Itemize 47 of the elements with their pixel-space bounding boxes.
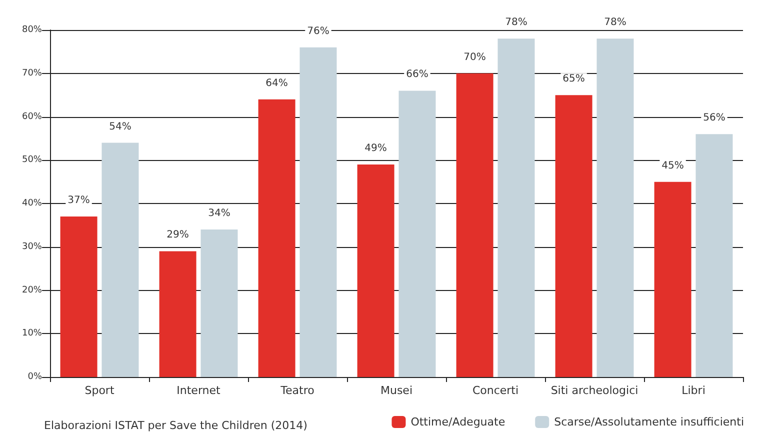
- data-label: 64%: [266, 78, 288, 89]
- bar: [456, 73, 494, 377]
- x-tick-label: Siti archeologici: [550, 384, 638, 397]
- data-label: 45%: [662, 160, 684, 172]
- bar: [498, 38, 535, 377]
- bar: [60, 216, 98, 377]
- data-label: 65%: [562, 74, 585, 85]
- bar: [300, 47, 337, 377]
- bar: [159, 251, 196, 377]
- y-tick-label: 70%: [22, 68, 42, 78]
- y-tick-label: 60%: [22, 112, 42, 122]
- data-label: 56%: [703, 112, 726, 124]
- bar: [555, 95, 592, 377]
- bar: [102, 142, 139, 377]
- data-label: 37%: [68, 195, 90, 206]
- bar: [200, 230, 238, 377]
- bar: [398, 90, 436, 377]
- legend-label: Ottime/Adeguate: [410, 416, 506, 428]
- data-label: 34%: [208, 208, 230, 220]
- y-tick-label: 50%: [22, 155, 42, 166]
- y-tick-label: 40%: [22, 198, 42, 208]
- legend-label: Scarse/Assolutamente insufficienti: [554, 416, 744, 428]
- data-label: 54%: [109, 121, 132, 132]
- data-label: 78%: [604, 17, 626, 28]
- bar: [258, 99, 296, 377]
- y-tick-label: 20%: [22, 285, 42, 296]
- data-label: 76%: [307, 26, 330, 37]
- x-tick-label: Musei: [380, 384, 413, 397]
- bar: [696, 134, 733, 377]
- y-tick-label: 0%: [28, 372, 42, 382]
- text: Elaborazioni ISTAT per Save the Children (2014): [44, 419, 308, 432]
- data-label: 70%: [464, 52, 486, 63]
- y-tick-label: 80%: [22, 25, 42, 35]
- y-tick-label: 10%: [22, 328, 42, 339]
- bar: [357, 164, 394, 377]
- data-label: 66%: [406, 69, 428, 80]
- x-tick-label: Internet: [176, 384, 222, 397]
- x-tick-label: Libri: [682, 384, 706, 397]
- x-tick-label: Teatro: [280, 384, 315, 397]
- data-label: 29%: [166, 230, 189, 241]
- data-label: 49%: [364, 142, 387, 154]
- bar: [654, 182, 692, 377]
- data-label: 78%: [505, 17, 528, 28]
- y-tick-label: 30%: [22, 242, 42, 252]
- x-tick-label: Sport: [84, 384, 115, 397]
- x-tick-label: Concerti: [472, 384, 519, 397]
- bar: [596, 38, 634, 377]
